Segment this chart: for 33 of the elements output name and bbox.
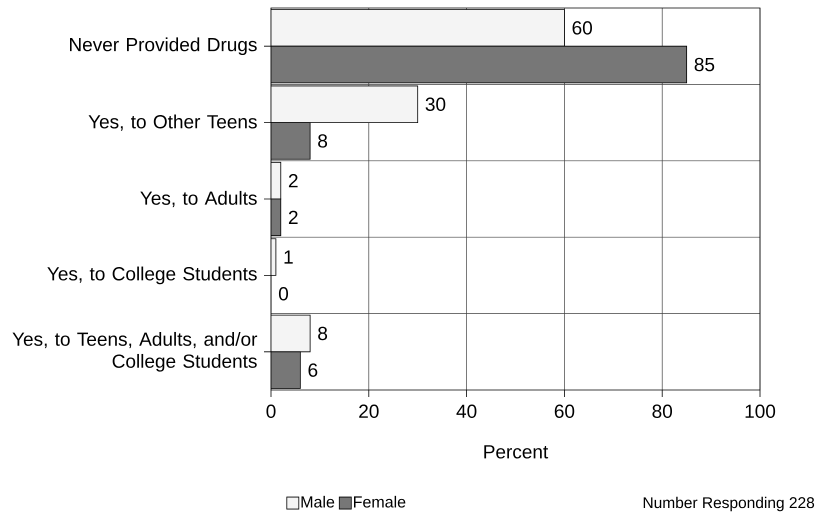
bar [271, 314, 311, 352]
x-tick-label: 80 [652, 404, 672, 418]
data-label: 30 [426, 98, 446, 111]
x-tick-label: 0 [266, 404, 276, 418]
bar [271, 86, 418, 123]
bar [271, 162, 281, 200]
legend-label: Female [354, 496, 406, 508]
data-label: 8 [318, 134, 328, 148]
data-label: 2 [288, 174, 298, 188]
data-label: 0 [278, 287, 288, 300]
x-axis-title: Percent [484, 445, 548, 459]
data-label: 6 [308, 363, 318, 377]
bar [271, 46, 688, 84]
y-tick-label: Yes, to Adults [140, 190, 257, 208]
bar [271, 199, 281, 236]
bar [271, 351, 301, 389]
x-tick-label: 40 [456, 404, 476, 418]
text: Male [302, 496, 334, 508]
bar [271, 9, 565, 47]
data-label: 1 [284, 250, 293, 264]
x-tick-label: 20 [359, 404, 379, 418]
y-tick-label: Yes, to Other Teens [88, 114, 257, 131]
y-tick-label: Never Provided Drugs [70, 37, 257, 56]
data-label: 8 [318, 326, 328, 340]
data-label: 60 [572, 21, 592, 35]
bar [271, 122, 311, 160]
text: Number Responding 228 [644, 496, 814, 512]
x-tick-label: 100 [746, 404, 776, 418]
y-tick-label: Yes, to Teens, Adults, and/or College Students [12, 332, 258, 372]
x-tick-label: 60 [554, 404, 574, 418]
data-label: 2 [288, 210, 298, 224]
y-tick-label: Yes, to College Students [47, 266, 257, 284]
data-label: 85 [694, 58, 714, 72]
